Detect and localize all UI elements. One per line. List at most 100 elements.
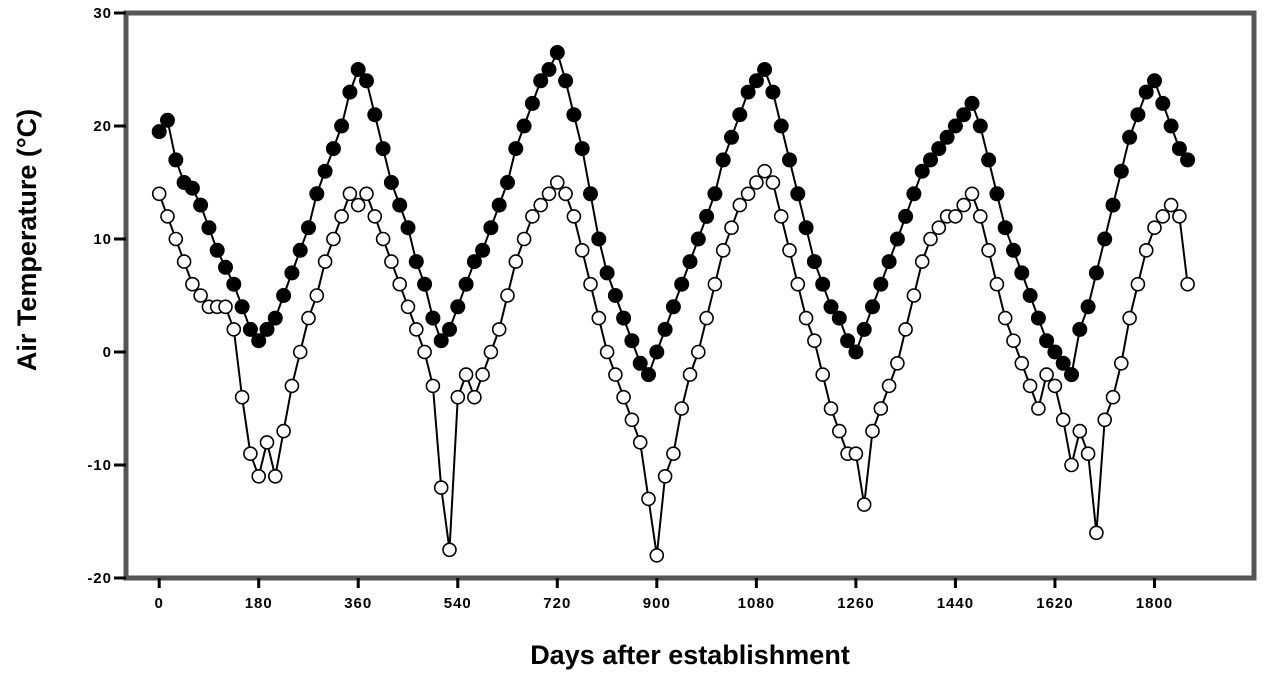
data-point-filled <box>773 118 789 134</box>
data-point-open <box>1105 389 1121 405</box>
data-point-filled <box>450 299 466 315</box>
data-point-filled <box>1088 265 1104 281</box>
data-point-filled <box>458 276 474 292</box>
data-point-filled <box>541 62 557 77</box>
data-point-filled <box>649 344 665 360</box>
data-point-filled <box>840 333 856 349</box>
data-point-open <box>558 186 573 202</box>
data-point-filled <box>226 276 242 292</box>
data-point-filled <box>873 276 889 292</box>
data-point-filled <box>665 299 681 315</box>
data-point-open <box>666 446 681 462</box>
data-point-open <box>359 186 374 202</box>
data-point-filled <box>599 265 615 281</box>
data-point-filled <box>607 288 623 303</box>
data-point-filled <box>674 276 690 292</box>
data-point-filled <box>1122 129 1138 145</box>
data-point-filled <box>682 254 698 270</box>
data-point-filled <box>715 152 731 168</box>
data-point-filled <box>317 163 333 179</box>
data-point-filled <box>549 45 565 60</box>
data-point-open <box>151 186 167 202</box>
x-tick-label: 0 <box>155 595 164 612</box>
data-point-filled <box>309 186 325 202</box>
data-point-open <box>533 197 549 213</box>
data-point-filled <box>748 73 764 89</box>
data-point-filled <box>301 220 316 236</box>
data-point-filled <box>1080 299 1096 315</box>
data-point-open <box>898 322 913 337</box>
data-point-open <box>317 254 333 269</box>
data-point-open <box>989 276 1005 292</box>
data-point-filled <box>1113 163 1129 179</box>
data-point-open <box>599 344 615 360</box>
data-point-filled <box>491 197 507 213</box>
data-point-open <box>301 310 316 326</box>
data-point-open <box>848 446 864 462</box>
plot-frame <box>123 10 1257 581</box>
data-point-filled <box>350 62 366 77</box>
data-point-open <box>1122 310 1137 326</box>
data-point-open <box>641 491 656 507</box>
x-tick-label: 360 <box>344 595 372 612</box>
data-point-open <box>525 209 540 224</box>
data-point-open <box>475 367 490 382</box>
data-point-filled <box>1022 288 1038 303</box>
data-point-filled <box>1039 333 1055 349</box>
data-point-open <box>881 378 897 394</box>
data-point-filled <box>939 129 955 145</box>
data-point-open <box>707 276 723 292</box>
data-point-open <box>1180 276 1195 292</box>
data-point-open <box>1064 457 1079 473</box>
data-point-open <box>1130 276 1146 292</box>
y-tick-label: 0 <box>103 344 112 361</box>
data-point-filled <box>359 73 374 89</box>
data-point-filled <box>193 197 209 213</box>
data-point-filled <box>201 220 217 236</box>
data-point-open <box>458 367 474 382</box>
data-point-open <box>724 220 739 235</box>
data-point-filled <box>1006 242 1021 258</box>
data-point-filled <box>1055 355 1071 371</box>
data-point-filled <box>707 186 723 202</box>
data-point-open <box>392 276 408 292</box>
data-point-open <box>807 333 822 349</box>
data-point-filled <box>533 73 549 89</box>
data-point-filled <box>989 186 1005 202</box>
data-point-open <box>632 435 648 450</box>
data-point-open <box>923 231 938 247</box>
data-point-open <box>931 220 947 235</box>
data-point-open <box>1014 355 1030 371</box>
data-point-open <box>964 186 980 202</box>
data-point-filled <box>806 254 822 270</box>
data-point-filled <box>242 321 258 337</box>
data-point-filled <box>865 299 880 315</box>
data-point-filled <box>856 321 872 337</box>
data-point-open <box>350 197 366 213</box>
data-point-filled <box>1072 321 1088 337</box>
data-point-open <box>831 423 847 439</box>
data-point-filled <box>947 118 963 134</box>
data-point-open <box>1039 367 1054 382</box>
data-point-filled <box>1064 367 1079 383</box>
data-point-filled <box>276 288 292 303</box>
x-tick-label: 540 <box>444 595 472 612</box>
data-point-open <box>367 209 383 224</box>
data-point-filled <box>923 152 938 168</box>
data-point-open <box>1055 412 1071 428</box>
data-point-filled <box>574 141 590 157</box>
data-point-filled <box>1030 310 1046 326</box>
data-point-filled <box>765 84 781 100</box>
data-point-filled <box>798 220 814 236</box>
data-point-filled <box>1171 141 1187 157</box>
data-point-filled <box>392 197 408 213</box>
data-point-open <box>467 389 482 405</box>
x-tick-label: 180 <box>245 595 273 612</box>
data-point-open <box>541 186 557 202</box>
data-point-open <box>715 243 731 258</box>
data-point-filled <box>616 310 632 326</box>
data-point-open <box>1155 209 1171 224</box>
data-point-filled <box>632 355 648 371</box>
data-point-filled <box>997 220 1013 236</box>
x-tick-label: 1800 <box>1136 595 1173 612</box>
